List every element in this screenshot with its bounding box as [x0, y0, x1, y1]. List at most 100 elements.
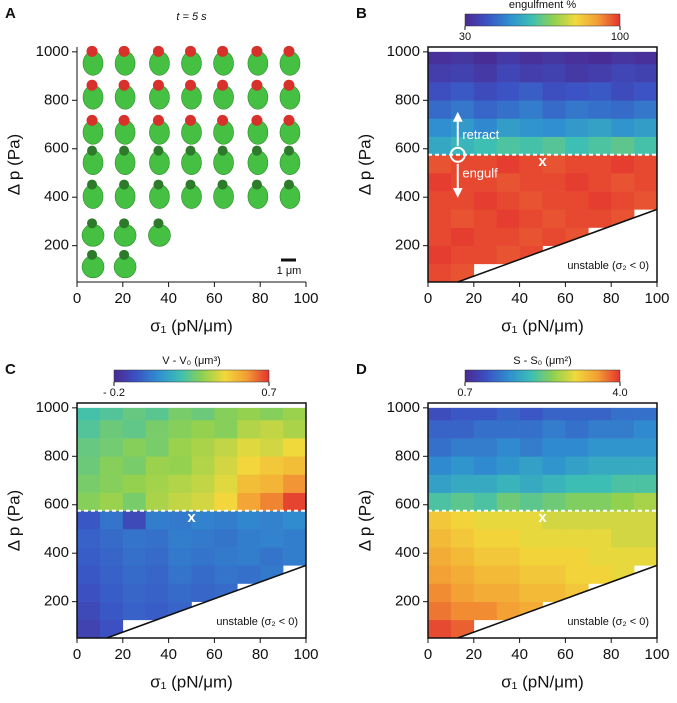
- x-tick-label: 80: [603, 646, 620, 663]
- heat-cell: [519, 191, 543, 210]
- heat-cell: [191, 547, 215, 566]
- heat-cell: [237, 528, 261, 548]
- heat-cell: [237, 407, 261, 421]
- cap: [251, 45, 263, 57]
- heat-cell: [99, 565, 124, 584]
- heat-cell: [168, 456, 192, 475]
- heat-cell: [260, 528, 284, 548]
- heat-cell: [214, 438, 238, 457]
- heat-cell: [634, 118, 658, 137]
- heat-cell: [496, 474, 520, 493]
- heat-cell: [496, 510, 520, 530]
- heat-cell: [450, 438, 475, 457]
- cap: [153, 179, 164, 190]
- heat-cell: [519, 438, 543, 457]
- heat-cell: [283, 528, 307, 548]
- cap: [251, 79, 263, 91]
- heat-cell: [542, 528, 566, 548]
- heat-cell: [145, 547, 169, 566]
- heat-cell: [519, 136, 543, 156]
- heat-cell: [611, 191, 635, 210]
- heat-cell: [428, 601, 452, 621]
- heat-cell: [214, 547, 238, 566]
- colorbar-tick-label: 4.0: [612, 387, 627, 399]
- heat-cell: [496, 172, 520, 192]
- heat-cell: [634, 51, 658, 65]
- heat-cell: [77, 547, 101, 566]
- x-axis-label: σ₁ (pN/μm): [150, 316, 233, 335]
- heat-cell: [588, 136, 612, 156]
- heat-cell: [542, 63, 566, 83]
- heat-cell: [260, 438, 284, 457]
- heat-cell: [99, 438, 124, 457]
- heat-cell: [450, 419, 475, 439]
- heat-cell: [473, 227, 497, 246]
- heat-cell: [450, 118, 475, 137]
- y-tick-label: 200: [395, 237, 420, 254]
- heat-cell: [588, 191, 612, 210]
- heat-cell: [428, 407, 452, 421]
- heat-cell: [611, 407, 635, 421]
- heat-cell: [611, 438, 635, 457]
- marker: [449, 146, 466, 163]
- heat-cell: [77, 583, 101, 602]
- heat-cell: [191, 528, 215, 548]
- cap: [283, 179, 294, 190]
- heat-cell: [237, 492, 261, 512]
- boundary-label: unstable (σ₂ < 0): [567, 616, 649, 628]
- x-tick-label: 60: [557, 290, 574, 307]
- heat-cell: [496, 492, 520, 512]
- cap: [87, 179, 98, 190]
- cap: [217, 45, 229, 57]
- heat-cell: [519, 172, 543, 192]
- heat-cell: [588, 209, 612, 228]
- heat-cell: [99, 456, 124, 475]
- heat-cell: [611, 118, 635, 137]
- heat-cell: [496, 227, 520, 246]
- heat-cell: [588, 438, 612, 457]
- heat-cell: [77, 619, 101, 639]
- x-tick-label: 100: [293, 646, 318, 663]
- heat-cell: [473, 191, 497, 210]
- heat-cell: [634, 191, 658, 210]
- heat-cell: [496, 547, 520, 566]
- heat-cell: [99, 474, 124, 493]
- heat-cell: [214, 474, 238, 493]
- heat-cell: [214, 407, 238, 421]
- heat-cell: [99, 510, 124, 530]
- heat-cell: [450, 227, 475, 246]
- heat-cell: [588, 51, 612, 65]
- heat-cell: [519, 154, 543, 174]
- heat-cell: [145, 565, 169, 584]
- x-tick-label: 20: [114, 290, 131, 307]
- heat-cell: [122, 547, 146, 566]
- heat-cell: [565, 154, 589, 174]
- heat-cell: [496, 438, 520, 457]
- heat-cell: [542, 136, 566, 156]
- x-tick-label: 40: [511, 290, 528, 307]
- colorbar-title: S - S₀ (μm²): [513, 355, 572, 367]
- heat-cell: [519, 227, 543, 246]
- annotation: x: [187, 509, 196, 526]
- heat-cell: [428, 245, 452, 265]
- heat-cell: [77, 419, 101, 439]
- y-tick-label: 600: [44, 140, 69, 157]
- heat-cell: [237, 474, 261, 493]
- heat-cell: [122, 438, 146, 457]
- heat-cell: [283, 547, 307, 566]
- heat-cell: [542, 565, 566, 584]
- heat-cell: [122, 474, 146, 493]
- y-tick-label: 800: [395, 91, 420, 108]
- heat-cell: [519, 100, 543, 119]
- heat-cell: [611, 492, 635, 512]
- y-tick-label: 800: [44, 91, 69, 108]
- heat-cell: [496, 82, 520, 101]
- cap: [185, 145, 196, 156]
- heat-cell: [634, 438, 658, 457]
- colorbar-title: V - V₀ (μm³): [162, 355, 221, 367]
- heat-cell: [565, 565, 589, 584]
- heat-cell: [77, 565, 101, 584]
- x-tick-label: 80: [603, 290, 620, 307]
- heat-cell: [450, 583, 475, 602]
